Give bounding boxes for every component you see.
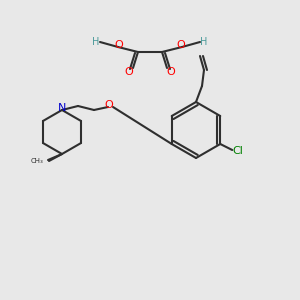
Text: H: H <box>200 37 208 47</box>
Text: O: O <box>105 100 113 110</box>
Text: O: O <box>124 67 134 77</box>
Text: H: H <box>92 37 100 47</box>
Text: O: O <box>177 40 185 50</box>
Text: N: N <box>58 103 66 113</box>
Text: O: O <box>115 40 123 50</box>
Text: O: O <box>167 67 176 77</box>
Text: Cl: Cl <box>233 146 244 156</box>
Text: CH₃: CH₃ <box>30 158 43 164</box>
